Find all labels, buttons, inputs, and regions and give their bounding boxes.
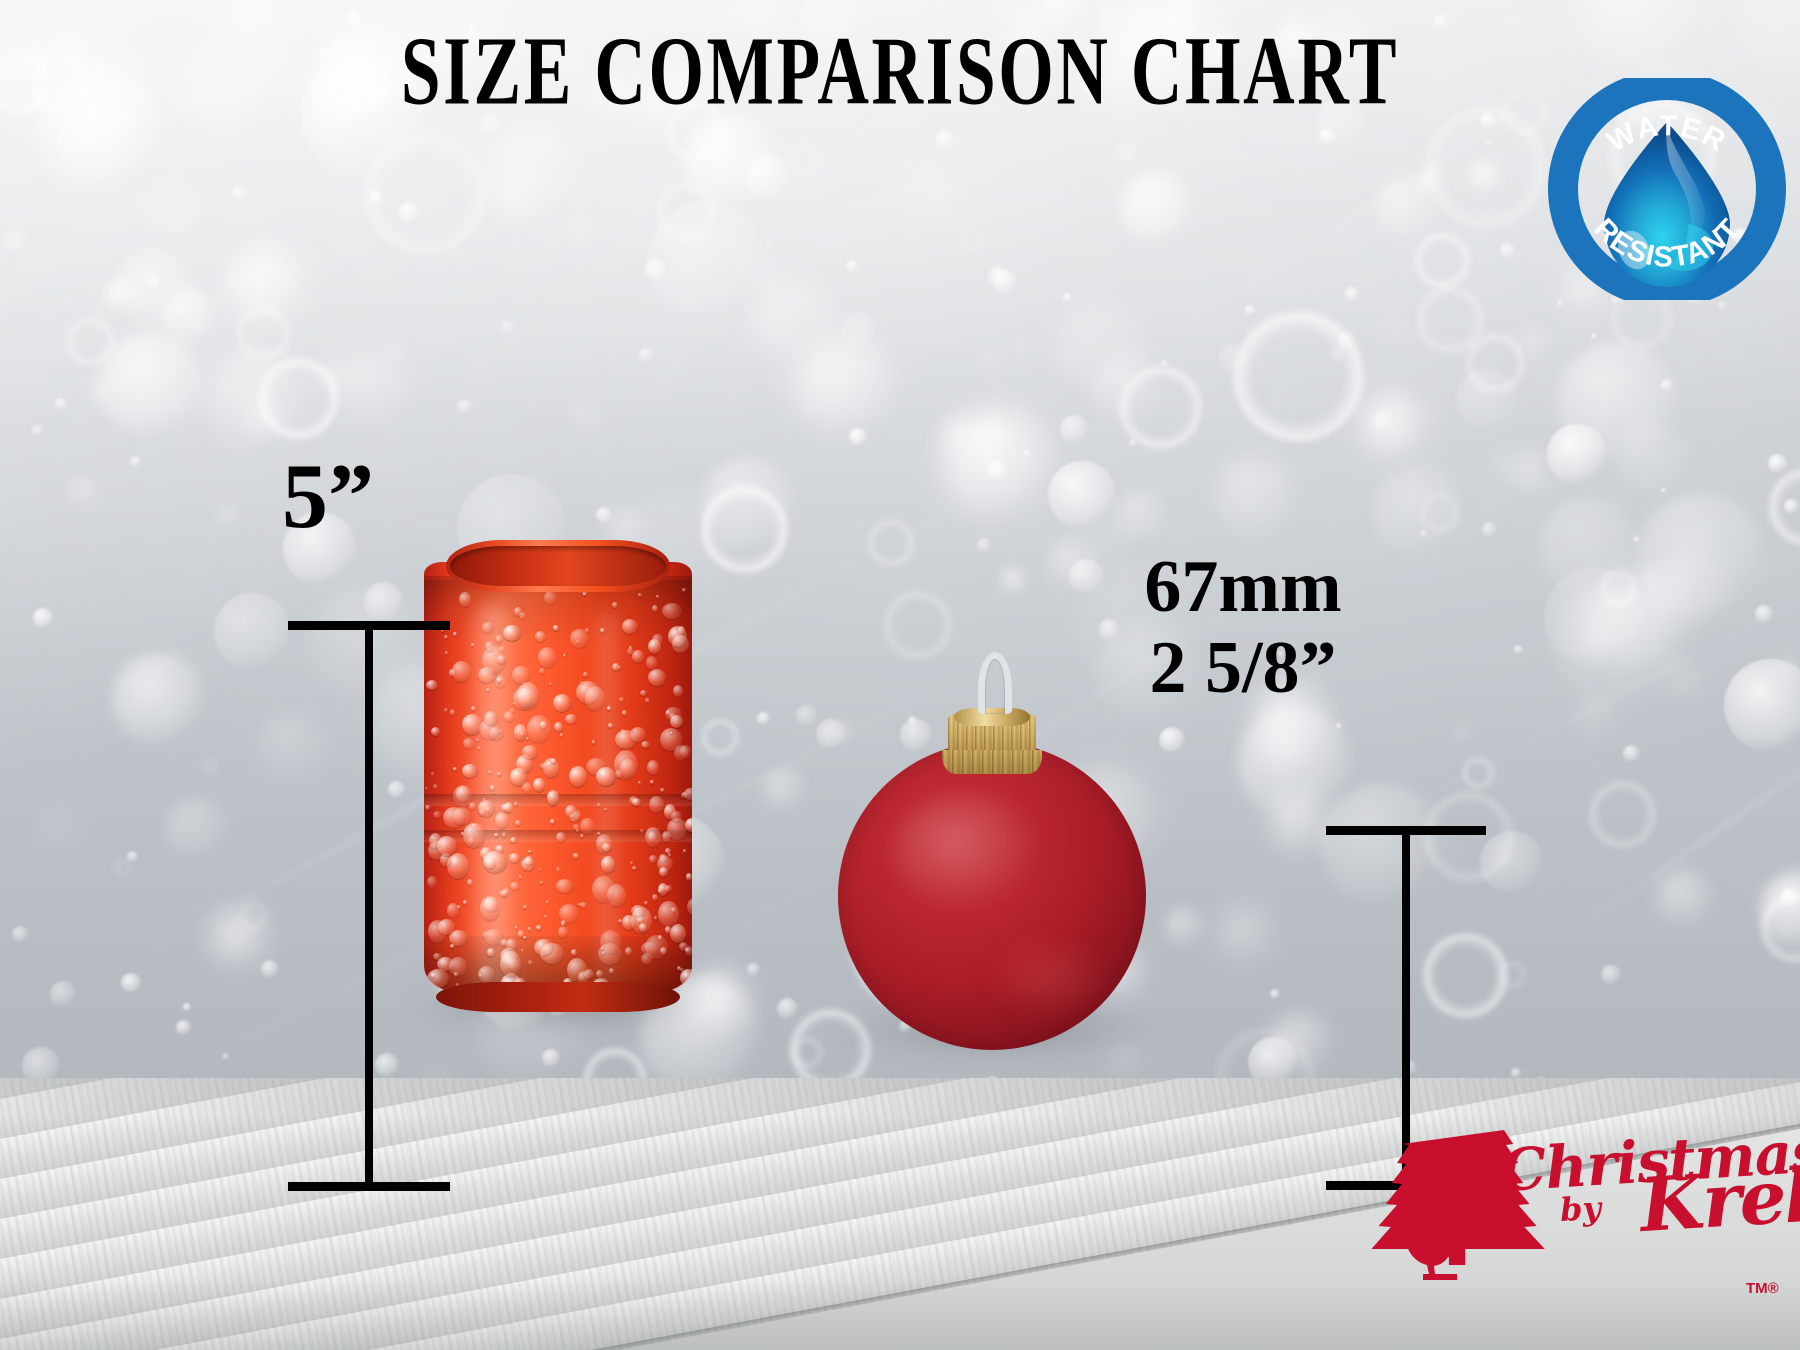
measurement-label-inches: 2 5/8” — [1149, 627, 1337, 710]
red-soda-can — [424, 540, 692, 1012]
ornament-secondary-highlight — [988, 936, 1110, 1018]
ornament-highlight — [892, 794, 1042, 912]
measurement-label-mm: 67mm — [1144, 546, 1342, 628]
ornament-cap-crown — [942, 750, 1042, 774]
bracket-vertical-line — [365, 621, 373, 1191]
ornament-cap-top — [954, 708, 1030, 726]
logo-word-by: by — [1559, 1188, 1602, 1230]
measurement-bracket-can — [288, 621, 450, 1191]
can-foot — [436, 982, 680, 1012]
bracket-tick-bottom — [288, 1182, 450, 1191]
ornament-hook-icon — [978, 652, 1012, 714]
bracket-vertical-line — [1402, 826, 1410, 1190]
water-resistant-badge: WATER RESISTANT — [1548, 78, 1786, 300]
red-matte-ornament-ball — [838, 636, 1148, 1056]
ornament-glass-ball — [838, 742, 1146, 1050]
logo-artwork — [1371, 1130, 1545, 1280]
badge-ring — [1548, 78, 1786, 300]
condensation-droplets — [424, 562, 692, 992]
water-drop-icon — [1604, 122, 1730, 287]
brand-logo: Christmas by Krebs TM® — [1210, 1012, 1800, 1342]
background-top-highlight — [0, 0, 1800, 430]
measurement-label-ornament: 67mm 2 5/8” — [1078, 549, 1408, 710]
measurement-label-can: 5” — [282, 445, 374, 547]
page-title: SIZE COMPARISON CHART — [400, 16, 1400, 125]
logo-trademark: TM® — [1746, 1280, 1779, 1297]
can-body — [424, 562, 692, 992]
logo-word-krebs: Krebs — [1637, 1148, 1800, 1250]
can-rim — [450, 546, 666, 586]
ornament-edge-shading — [838, 742, 1146, 1050]
child-silhouette-icon — [1398, 1186, 1468, 1280]
can-highlight-right — [592, 612, 622, 988]
